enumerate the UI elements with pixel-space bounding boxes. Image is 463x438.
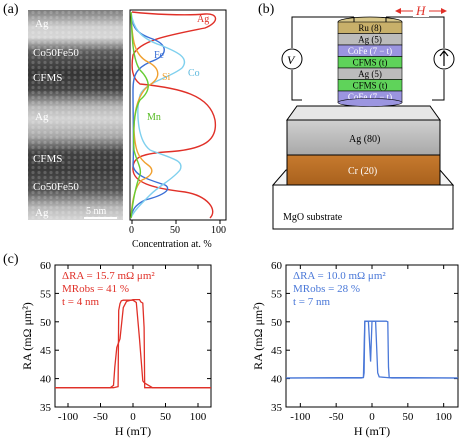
y-tick-label: 40 [40, 374, 52, 386]
y-tick-label: 45 [40, 345, 52, 357]
profile-xlabel: Concentration at. % [132, 239, 212, 250]
x-tick-label: 100 [435, 411, 452, 423]
plot-annotation: ΔRA = 15.7 mΩ μm² [62, 270, 155, 282]
profile-xtick-100: 100 [211, 225, 226, 236]
tem-label-cfms-top: CFMS [33, 72, 62, 84]
device-schematic: MgO substrate Cr (20) Ag (80) Ru (8) Ag (… [271, 3, 455, 230]
series-sweep_down [55, 299, 211, 389]
series-label-fe: Fe [154, 50, 165, 61]
plot-annotation: ΔRA = 10.0 mΩ μm² [293, 270, 386, 282]
plot-frame [54, 264, 212, 408]
y-tick-label: 60 [271, 260, 283, 272]
scale-bar: 5 nm [84, 206, 117, 219]
substrate-label: MgO substrate [283, 212, 343, 223]
stack-layer-label: CoFe (7 − t) [348, 92, 392, 102]
panel-label-a: (a) [3, 2, 19, 17]
x-tick-label: 50 [402, 411, 414, 423]
y-axis-label: RA (mΩ μm²) [20, 302, 34, 370]
stack-layer-label: Ag (5) [358, 35, 382, 45]
tem-label-cfms-bottom: CFMS [33, 153, 62, 165]
tem-label-ag-bottom: Ag [35, 207, 49, 219]
stack-layer-label: Ru (8) [358, 23, 381, 33]
y-tick-label: 50 [271, 317, 283, 329]
y-tick-label: 45 [271, 345, 283, 357]
tem-label-cofe-top: Co50Fe50 [33, 47, 79, 59]
x-tick-label: -100 [290, 411, 311, 423]
plot-annotation: t = 7 nm [293, 296, 331, 308]
y-tick-label: 35 [271, 402, 283, 414]
tem-label-ag-top: Ag [35, 18, 49, 30]
series-label-co: Co [188, 68, 200, 79]
pillar-stack: Ru (8)Ag (5)CoFe (7 − t)CFMS (t)Ag (5)CF… [337, 21, 403, 107]
plot-annotation: MRobs = 28 % [293, 283, 360, 295]
ra-plot-right: -100 -50 0 50 100 35 40 45 50 55 60 H (mT) RA (mΩ μm… [251, 260, 459, 438]
stack-layer-label: Ag (5) [358, 69, 382, 79]
series-label-ag: Ag [197, 14, 209, 25]
cr-layer-label: Cr (20) [348, 166, 377, 177]
x-tick-label: 0 [369, 411, 375, 423]
y-tick-label: 50 [40, 317, 52, 329]
profile-co [130, 11, 186, 219]
x-tick-label: -100 [58, 411, 79, 423]
voltmeter-label: V [287, 53, 296, 67]
x-tick-label: -50 [329, 411, 344, 423]
y-tick-label: 35 [40, 402, 52, 414]
plot-annotation: MRobs = 41 % [62, 283, 129, 295]
plot-annotation: t = 4 nm [62, 296, 100, 308]
x-tick-label: 100 [190, 411, 207, 423]
x-tick-label: 50 [160, 411, 172, 423]
series-label-si: Si [162, 72, 171, 83]
profile-xtick-50: 50 [170, 225, 180, 236]
x-tick-label: -50 [93, 411, 108, 423]
stack-layer-label: CFMS (t) [353, 81, 388, 91]
x-tick-label: 0 [130, 411, 136, 423]
y-tick-label: 60 [40, 260, 52, 272]
ag-buffer-label: Ag (80) [349, 134, 380, 145]
profile-xtick-0: 0 [129, 225, 134, 236]
series-label-mn: Mn [147, 112, 161, 123]
x-axis-label: H (mT) [115, 424, 151, 438]
voltmeter-icon [281, 48, 303, 70]
profile-mn [130, 11, 149, 219]
panel-label-c: (c) [3, 252, 19, 267]
stack-layer-label: CoFe (7 − t) [348, 46, 392, 56]
series-sweep_down [285, 320, 458, 379]
stack-layer-label: CFMS (t) [353, 58, 388, 68]
series-sweep_up [55, 298, 211, 389]
scale-bar-label: 5 nm [86, 206, 107, 217]
y-tick-label: 55 [271, 288, 283, 300]
y-tick-label: 55 [40, 288, 52, 300]
tem-label-cofe-bottom: Co50Fe50 [33, 181, 79, 193]
ra-plot-left: -100 -50 0 50 100 35 40 45 50 55 60 H (mT) RA (mΩ μm… [20, 260, 212, 438]
profile-ag [131, 11, 217, 219]
field-label: H [415, 3, 426, 18]
composition-profile: Ag Fe Co Si Mn 0 50 100 Concentration at… [129, 9, 227, 250]
y-axis-label: RA (mΩ μm²) [251, 302, 265, 370]
panel-label-b: (b) [258, 2, 275, 17]
tem-labels: Ag Co50Fe50 CFMS Ag CFMS Co50Fe50 Ag [33, 18, 79, 219]
tem-image [28, 10, 123, 220]
x-axis-label: H (mT) [354, 424, 390, 438]
tem-label-ag-mid: Ag [35, 111, 49, 123]
y-tick-label: 40 [271, 374, 283, 386]
